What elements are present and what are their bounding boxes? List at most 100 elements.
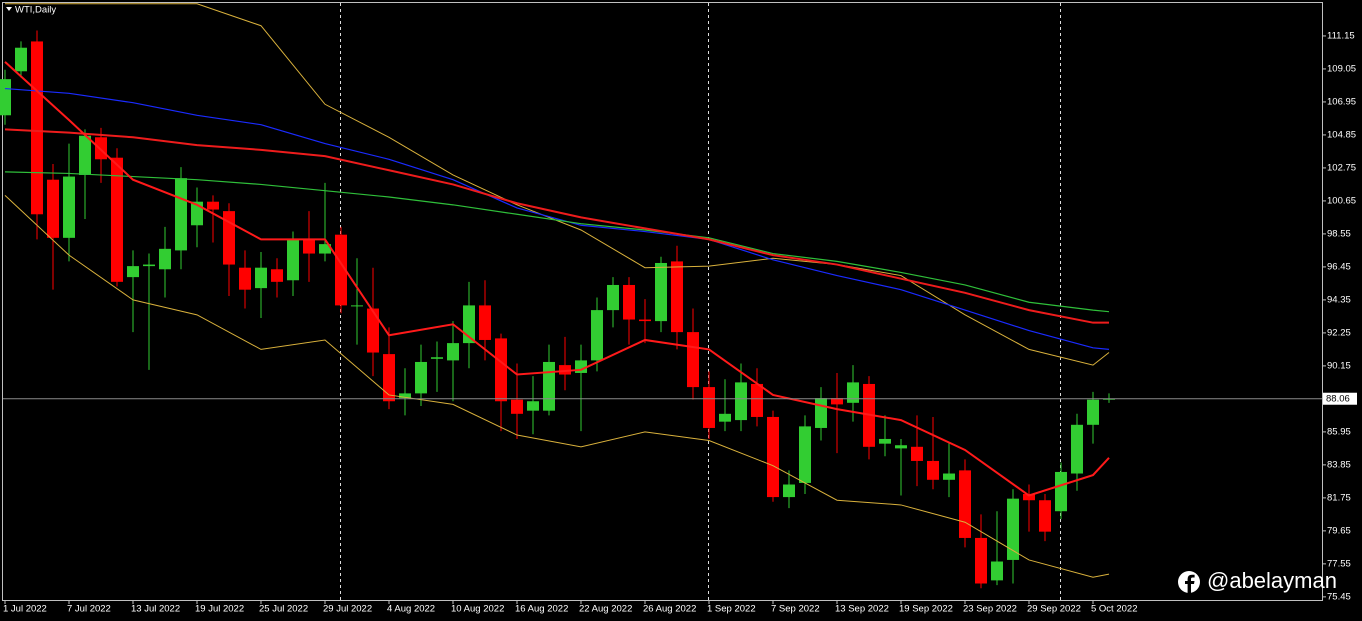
watermark: @abelayman (1207, 568, 1337, 593)
price-label-box (1323, 392, 1357, 405)
candle-body (0, 79, 11, 116)
candle-body (895, 445, 907, 449)
x-tick-label: 25 Jul 2022 (259, 604, 308, 615)
candle-body (415, 361, 427, 394)
indicator-line (5, 3, 1110, 366)
x-tick-label: 23 Sep 2022 (963, 604, 1017, 615)
x-tick-label: 19 Sep 2022 (899, 604, 953, 615)
candle-body (271, 269, 283, 282)
candle-body (671, 261, 683, 333)
indicator-line (4, 61, 1110, 497)
candle-body (735, 382, 747, 421)
price-label: 88.06 (1326, 394, 1350, 405)
candle-body (15, 47, 27, 72)
x-tick-label: 22 Aug 2022 (579, 604, 632, 615)
candle-body (335, 234, 347, 306)
candle-body (959, 470, 971, 538)
x-tick-label: 1 Sep 2022 (707, 604, 756, 615)
marks (0, 3, 1115, 589)
candle-body (815, 398, 827, 428)
candle-body (591, 310, 603, 361)
candle-body (687, 332, 699, 388)
candle-body (559, 365, 571, 375)
candle-body (847, 382, 859, 403)
x-tick-label: 13 Sep 2022 (835, 604, 889, 615)
indicator-line (4, 195, 1110, 578)
candle-body (31, 41, 43, 215)
candle-body (767, 416, 779, 498)
y-tick-label: 85.95 (1327, 426, 1351, 437)
candle-body (255, 267, 267, 289)
candle-body (207, 201, 219, 210)
candle-body (879, 438, 891, 444)
candle-body (1055, 471, 1067, 512)
x-tick-label: 7 Sep 2022 (771, 604, 820, 615)
candle-body (143, 264, 155, 267)
x-tick-label: 19 Jul 2022 (195, 604, 244, 615)
candle-body (1087, 399, 1099, 425)
y-tick-label: 83.85 (1327, 459, 1351, 470)
x-tick-label: 7 Jul 2022 (67, 604, 111, 615)
y-tick-label: 109.05 (1327, 63, 1356, 74)
candle-body (1039, 500, 1051, 532)
candle-body (783, 484, 795, 498)
y-tick-label: 96.45 (1327, 261, 1351, 272)
candle-body (703, 387, 715, 428)
x-tick-label: 5 Oct 2022 (1091, 604, 1137, 615)
candle-body (367, 308, 379, 353)
candle-body (943, 473, 955, 480)
candle-body (831, 398, 843, 405)
menu-triangle (6, 7, 12, 11)
candle-body (239, 267, 251, 290)
chart-title: WTI,Daily (15, 5, 56, 16)
candle-body (927, 460, 939, 480)
candle-body (639, 319, 651, 322)
candle-body (495, 338, 507, 402)
candle-body (431, 357, 443, 359)
candle-body (751, 383, 763, 417)
y-tick-label: 90.15 (1327, 360, 1351, 371)
x-tick-label: 4 Aug 2022 (387, 604, 435, 615)
indicator-line (4, 128, 1109, 324)
plot-frame (2, 2, 1323, 601)
y-tick-label: 102.75 (1327, 162, 1356, 173)
y-tick-label: 94.35 (1327, 294, 1351, 305)
candle-body (319, 244, 331, 254)
candle-body (447, 343, 459, 361)
indicator-line (4, 171, 1110, 313)
y-tick-label: 106.95 (1327, 96, 1356, 107)
x-tick-label: 26 Aug 2022 (643, 604, 696, 615)
candle-body (719, 413, 731, 422)
y-tick-label: 77.55 (1327, 558, 1351, 569)
x-tick-label: 13 Jul 2022 (131, 604, 180, 615)
candle-body (911, 446, 923, 461)
candle-body (543, 361, 555, 411)
y-tick-label: 79.65 (1327, 525, 1351, 536)
candle-body (527, 401, 539, 411)
candle-body (287, 239, 299, 281)
candle-body (1071, 424, 1083, 474)
candle-body (127, 266, 139, 278)
x-tick-label: 29 Jul 2022 (323, 604, 372, 615)
x-tick-label: 10 Aug 2022 (451, 604, 504, 615)
candle-body (63, 176, 75, 238)
y-tick-label: 98.55 (1327, 228, 1351, 239)
candle-body (175, 178, 187, 251)
y-tick-label: 111.15 (1327, 30, 1355, 41)
candle-body (399, 393, 411, 399)
candle-body (383, 354, 395, 402)
candle-body (655, 262, 667, 322)
candle-body (1007, 498, 1019, 560)
x-tick-label: 29 Sep 2022 (1027, 604, 1081, 615)
y-tick-label: 104.85 (1327, 129, 1356, 140)
x-tick-label: 16 Aug 2022 (515, 604, 568, 615)
candle-body (1023, 493, 1035, 501)
candle-body (351, 305, 363, 307)
y-tick-label: 81.75 (1327, 492, 1351, 503)
candle-body (303, 239, 315, 254)
candle-body (79, 135, 91, 175)
candle-body (479, 305, 491, 340)
icon-f (1185, 574, 1195, 593)
